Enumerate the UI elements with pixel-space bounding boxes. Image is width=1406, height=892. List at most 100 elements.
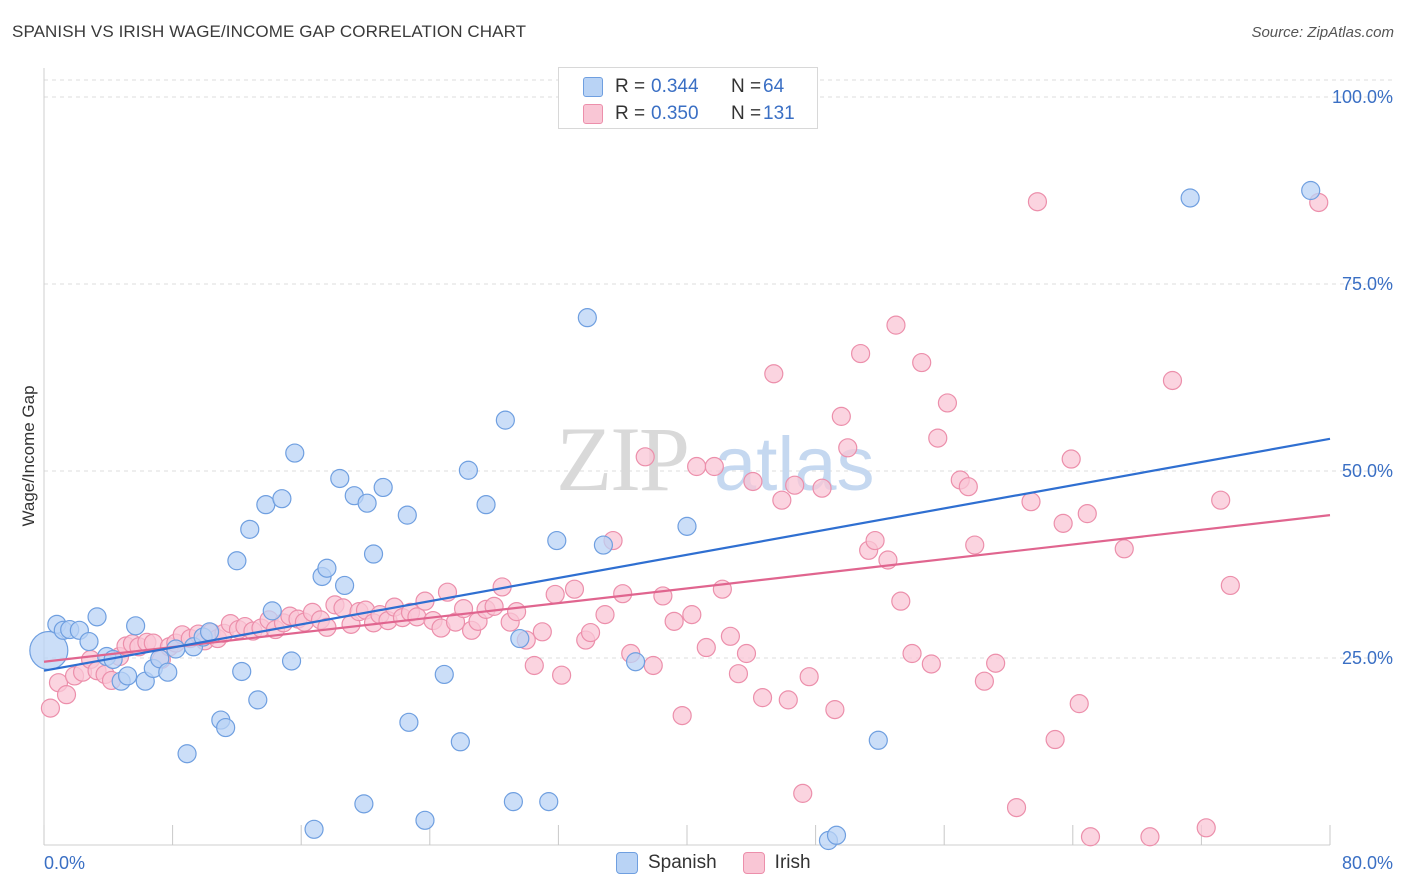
irish-point <box>1080 827 1101 847</box>
irish-point <box>643 655 663 676</box>
spanish-point <box>158 662 178 682</box>
irish-point <box>696 637 716 658</box>
irish-point <box>720 626 741 646</box>
irish-point <box>1021 492 1041 512</box>
spanish-point <box>79 631 99 652</box>
legend-label-spanish: Spanish <box>648 852 717 873</box>
irish-point <box>772 490 792 510</box>
irish-point <box>635 447 655 467</box>
r-value: 0.344 <box>651 76 699 97</box>
irish-point <box>1114 539 1134 559</box>
spanish-point <box>232 661 252 682</box>
spanish-point <box>216 717 236 738</box>
spanish-point <box>1180 188 1200 208</box>
source-label: Source: ZipAtlas.com <box>1251 24 1394 41</box>
irish-point <box>507 602 527 622</box>
legend-item-irish[interactable]: Irish <box>742 852 811 874</box>
spanish-point <box>87 607 107 627</box>
spanish-point <box>177 744 197 764</box>
r-label: R = <box>615 76 646 97</box>
irish-point <box>613 584 633 604</box>
spanish-point <box>503 792 523 812</box>
irish-point <box>1196 818 1216 838</box>
spanish-point <box>126 616 146 636</box>
spanish-point <box>593 535 614 555</box>
spanish-point <box>240 519 260 539</box>
irish-point <box>778 690 798 710</box>
irish-point <box>974 671 994 691</box>
irish-point <box>682 605 702 625</box>
r-value: 0.350 <box>651 103 699 124</box>
series-legend: Spanish Irish <box>616 852 837 874</box>
irish-point <box>825 700 845 720</box>
irish-point <box>672 705 692 726</box>
irish-point <box>912 352 932 373</box>
irish-point <box>564 579 585 599</box>
irish-point <box>965 535 985 555</box>
irish-point <box>785 475 805 495</box>
spanish-point <box>397 505 417 525</box>
y-tick-label: 100.0% <box>1332 87 1393 107</box>
n-label: N = <box>731 103 762 124</box>
x-tick-label-min: 0.0% <box>44 853 85 873</box>
irish-point <box>524 655 544 676</box>
irish-point <box>799 667 819 687</box>
irish-point <box>851 343 871 364</box>
y-tick-label: 25.0% <box>1342 648 1393 668</box>
spanish-point <box>434 664 454 685</box>
n-value: 131 <box>763 103 795 124</box>
spanish-point <box>510 628 530 649</box>
spanish-point <box>625 652 646 672</box>
irish-point <box>736 643 757 664</box>
spanish-point <box>415 810 435 830</box>
spanish-point <box>335 575 355 596</box>
spanish-trend-line <box>43 437 1331 672</box>
spanish-point <box>262 601 282 621</box>
irish-point <box>1140 827 1160 847</box>
r-label: R = <box>615 103 646 124</box>
irish-point <box>1077 504 1097 524</box>
chart-title: SPANISH VS IRISH WAGE/INCOME GAP CORRELA… <box>12 22 527 41</box>
irish-point <box>1162 370 1183 391</box>
spanish-points <box>29 180 1321 851</box>
irish-point <box>317 617 337 637</box>
legend-row-spanish: R = 0.344 N = 64 <box>583 75 784 99</box>
irish-point <box>886 315 906 335</box>
irish-point <box>937 393 958 413</box>
irish-point <box>1061 449 1081 469</box>
irish-point <box>752 688 773 708</box>
irish-point <box>793 783 813 803</box>
spanish-point <box>373 477 393 498</box>
n-label: N = <box>731 76 762 97</box>
spanish-point <box>539 792 559 812</box>
y-tick-label: 50.0% <box>1342 461 1393 481</box>
spanish-point <box>458 460 478 480</box>
irish-point <box>743 471 763 492</box>
irish-point <box>865 530 885 551</box>
irish-trend-line <box>43 514 1331 663</box>
legend-label-irish: Irish <box>774 852 811 873</box>
spanish-point <box>117 666 138 686</box>
irish-point <box>921 654 941 674</box>
irish-point <box>1211 490 1231 510</box>
spanish-point <box>330 468 350 489</box>
irish-point <box>958 477 978 497</box>
irish-swatch <box>742 852 765 874</box>
spanish-point <box>256 495 276 515</box>
spanish-point <box>577 308 597 328</box>
irish-point <box>484 596 504 616</box>
spanish-swatch <box>583 77 603 97</box>
trend-lines <box>43 437 1331 672</box>
irish-point <box>532 622 552 642</box>
spanish-point <box>199 622 220 642</box>
spanish-point <box>1301 180 1321 201</box>
irish-point <box>891 591 911 611</box>
irish-point <box>1045 729 1065 750</box>
spanish-swatch <box>616 852 638 874</box>
spanish-point <box>354 794 374 814</box>
spanish-point <box>677 516 697 536</box>
spanish-point <box>285 443 305 463</box>
spanish-point <box>476 495 496 515</box>
legend-item-spanish[interactable]: Spanish <box>616 852 717 874</box>
